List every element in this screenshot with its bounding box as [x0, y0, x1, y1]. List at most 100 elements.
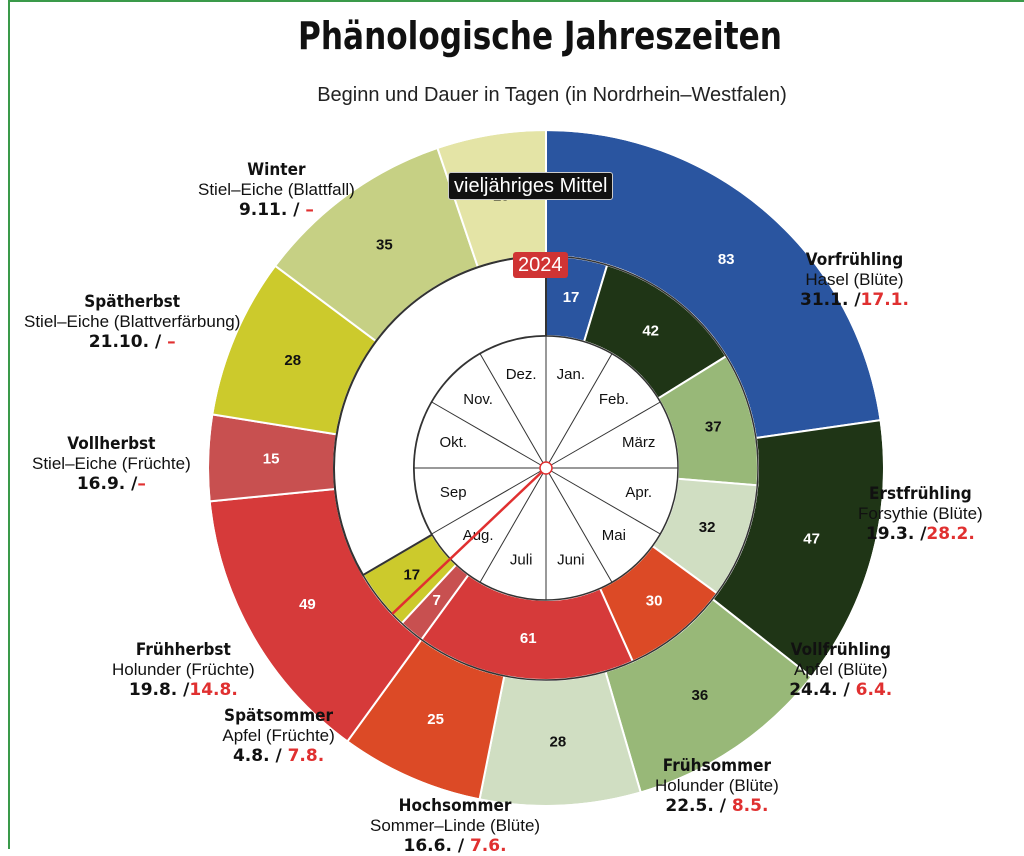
center-hub	[539, 461, 553, 475]
month-divider	[550, 401, 661, 466]
inner-segment-value: 37	[705, 419, 722, 436]
season-label-erstfruehling: Erstfrühling Forsythie (Blüte) 19.3. /28…	[858, 484, 983, 544]
season-name: Winter	[247, 160, 306, 180]
season-label-fruehherbst: Frühherbst Holunder (Früchte) 19.8. /14.…	[112, 640, 255, 700]
outer-segment-value: 25	[427, 711, 444, 728]
season-label-vollfruehling: Vollfrühling Apfel (Blüte) 24.4. / 6.4.	[785, 640, 896, 700]
season-plant: Apfel (Früchte)	[222, 726, 335, 745]
season-label-hochsommer: Hochsommer Sommer–Linde (Blüte) 16.6. / …	[370, 796, 540, 856]
outer-segment-value: 83	[718, 251, 735, 268]
month-label: Juli	[510, 552, 533, 569]
season-label-vorfruehling: Vorfrühling Hasel (Blüte) 31.1. /17.1.	[800, 250, 909, 310]
outer-segment-value: 15	[263, 451, 280, 468]
mean-date: 24.4. /	[789, 680, 850, 700]
date-2024: –	[137, 474, 146, 494]
season-plant: Sommer–Linde (Blüte)	[370, 816, 541, 835]
season-dates: 19.3. /28.2.	[858, 524, 983, 544]
month-divider	[550, 470, 661, 535]
today-pointer	[391, 467, 547, 615]
month-label: Feb.	[599, 391, 629, 408]
outer-segment-value: 35	[376, 236, 393, 253]
season-label-fruehsommer: Frühsommer Holunder (Blüte) 22.5. / 8.5.	[655, 756, 779, 816]
season-name: Vollherbst	[67, 434, 156, 454]
season-dates: 31.1. /17.1.	[800, 290, 909, 310]
season-label-spaetsommer: Spätsommer Apfel (Früchte) 4.8. / 7.8.	[218, 706, 339, 766]
mean-date: 16.6. /	[403, 836, 465, 856]
date-2024: 8.5.	[725, 796, 769, 816]
date-2024: 7.8.	[281, 746, 325, 766]
season-name: Spätsommer	[224, 706, 334, 726]
outer-segment-value: 36	[692, 687, 709, 704]
season-plant: Forsythie (Blüte)	[858, 504, 983, 523]
inner-segment-value: 30	[646, 593, 663, 610]
outer-ring-caption: vieljähriges Mittel	[448, 172, 614, 200]
inner-segment-value: 42	[642, 322, 659, 339]
mean-date: 19.8. /	[128, 680, 190, 700]
month-divider	[431, 470, 542, 535]
mean-date: 21.10. /	[88, 332, 162, 352]
season-name: Spätherbst	[84, 292, 181, 312]
inner-segment-value: 32	[699, 519, 716, 536]
inner-segment-value: 17	[563, 289, 580, 306]
season-dates: 24.4. / 6.4.	[785, 680, 896, 700]
outer-ring-border	[207, 129, 885, 807]
season-dates: 9.11. / –	[198, 200, 355, 220]
outer-segment-value: 49	[299, 596, 316, 613]
season-plant: Stiel–Eiche (Blattverfärbung)	[24, 312, 241, 331]
season-dates: 19.8. /14.8.	[112, 680, 255, 700]
season-label-winter: Winter Stiel–Eiche (Blattfall) 9.11. / –	[198, 160, 355, 220]
mean-date: 19.3. /	[865, 524, 927, 544]
season-name: Frühsommer	[662, 756, 772, 776]
season-plant: Hasel (Blüte)	[805, 270, 904, 289]
season-dates: 21.10. / –	[24, 332, 240, 352]
chart-title: Phänologische Jahreszeiten	[298, 14, 782, 58]
outer-segment-value: 28	[284, 352, 301, 369]
month-divider	[548, 472, 613, 583]
chart-subtitle: Beginn und Dauer in Tagen (in Nordrhein–…	[317, 84, 787, 106]
season-plant: Holunder (Blüte)	[655, 776, 779, 795]
inner-segment-value: 61	[520, 630, 537, 647]
season-dates: 16.9. /–	[32, 474, 191, 494]
season-name: Frühherbst	[135, 640, 231, 660]
mean-date: 22.5. /	[665, 796, 726, 816]
season-dates: 16.6. / 7.6.	[370, 836, 540, 856]
month-divider	[479, 472, 544, 583]
date-2024: 14.8.	[189, 680, 238, 700]
mean-date: 9.11. /	[238, 200, 300, 220]
month-label: Apr.	[625, 484, 652, 501]
inner-segment-value: 7	[433, 592, 441, 609]
page-frame	[8, 0, 1024, 849]
date-2024: 28.2.	[926, 524, 975, 544]
season-plant: Stiel–Eiche (Blattfall)	[198, 180, 355, 199]
season-dates: 4.8. / 7.8.	[218, 746, 339, 766]
season-name: Vorfrühling	[805, 250, 904, 270]
outer-segment-value: 47	[803, 530, 820, 547]
month-label: Mai	[602, 527, 626, 544]
season-name: Erstfrühling	[868, 484, 972, 504]
month-divider	[548, 353, 613, 464]
mean-date: 4.8. /	[232, 746, 282, 766]
season-plant: Holunder (Früchte)	[112, 660, 255, 679]
month-label: Dez.	[506, 366, 537, 383]
season-label-spaetherbst: Spätherbst Stiel–Eiche (Blattverfärbung)…	[24, 292, 240, 352]
inner-segment-value: 17	[403, 567, 420, 584]
month-label: Nov.	[463, 391, 493, 408]
month-divider	[431, 401, 542, 466]
month-divider	[479, 353, 544, 464]
outer-segment-value: 28	[549, 734, 566, 751]
season-name: Hochsommer	[398, 796, 512, 816]
date-2024: –	[299, 200, 314, 220]
month-label: März	[622, 434, 655, 451]
season-plant: Stiel–Eiche (Früchte)	[32, 454, 191, 473]
date-2024: –	[161, 332, 176, 352]
inner-ring-caption: 2024	[513, 252, 568, 278]
mean-date: 31.1. /	[800, 290, 861, 310]
date-2024: 6.4.	[849, 680, 893, 700]
month-label: Sep	[440, 484, 467, 501]
season-name: Vollfrühling	[790, 640, 891, 660]
season-plant: Apfel (Blüte)	[793, 660, 888, 679]
season-dates: 22.5. / 8.5.	[655, 796, 779, 816]
month-label: Juni	[557, 552, 585, 569]
month-label: Jan.	[557, 366, 585, 383]
